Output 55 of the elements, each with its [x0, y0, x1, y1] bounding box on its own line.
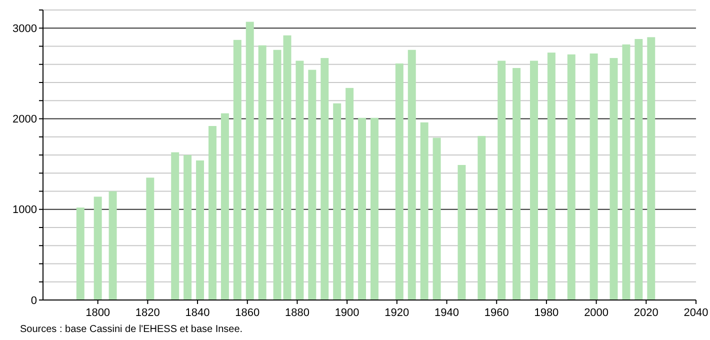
- bar: [308, 70, 316, 300]
- bar: [283, 35, 292, 300]
- bar: [590, 54, 598, 300]
- bar: [622, 44, 630, 300]
- x-tick-label: 2000: [584, 307, 609, 319]
- bar: [171, 152, 180, 300]
- bar: [273, 50, 282, 300]
- x-tick-label: 1980: [534, 307, 559, 319]
- bar: [408, 50, 416, 300]
- bar: [220, 113, 229, 300]
- x-tick-label: 1840: [185, 307, 210, 319]
- bar: [395, 63, 404, 300]
- bar: [258, 45, 266, 300]
- bar: [184, 155, 192, 300]
- x-tick-label: 2040: [684, 307, 708, 319]
- x-tick-label: 1860: [235, 307, 260, 319]
- bar: [296, 60, 304, 300]
- bar: [320, 58, 329, 300]
- bar: [512, 68, 521, 300]
- bar: [208, 126, 216, 300]
- bar: [196, 160, 204, 300]
- x-tick-label: 1800: [86, 307, 110, 319]
- bar: [420, 122, 428, 300]
- x-tick-label: 1880: [284, 307, 310, 319]
- x-tick-label: 1900: [334, 307, 360, 319]
- bar: [246, 22, 254, 300]
- bar: [610, 58, 618, 300]
- source-note: Sources : base Cassini de l'EHESS et base Insee.: [20, 324, 243, 335]
- x-tick-label: 1940: [434, 307, 460, 319]
- x-tick-label: 1820: [135, 307, 160, 319]
- bar: [547, 52, 556, 300]
- y-tick-label: 0: [30, 294, 37, 307]
- bar: [333, 103, 342, 300]
- x-tick-label: 2020: [634, 307, 658, 319]
- bar: [530, 60, 538, 300]
- bar: [146, 178, 154, 300]
- bar: [233, 40, 242, 300]
- bar: [647, 37, 656, 300]
- bar: [108, 191, 117, 300]
- bar: [458, 164, 466, 300]
- bar: [76, 208, 84, 300]
- y-tick-label: 3000: [12, 22, 37, 35]
- bar: [346, 88, 354, 300]
- bar: [567, 54, 576, 300]
- x-tick-label: 1960: [484, 307, 509, 319]
- y-tick-label: 1000: [12, 204, 37, 216]
- bar: [634, 39, 643, 300]
- x-tick-label: 1920: [384, 307, 410, 319]
- bar: [478, 136, 486, 300]
- y-tick-label: 2000: [12, 114, 37, 126]
- bar: [498, 60, 506, 300]
- bar: [94, 196, 102, 300]
- bar: [358, 118, 366, 300]
- bar: [370, 118, 378, 300]
- bar: [432, 138, 441, 300]
